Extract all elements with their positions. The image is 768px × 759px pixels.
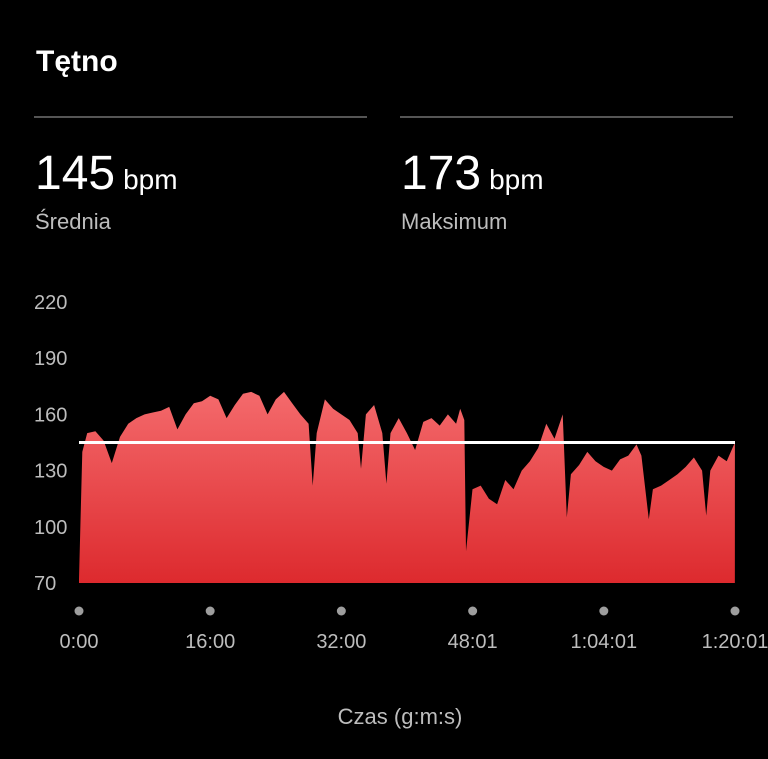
x-tick-label: 1:20:01 xyxy=(702,631,768,653)
x-tick-label: 1:04:01 xyxy=(570,631,637,653)
x-tick-label: 0:00 xyxy=(60,631,99,653)
x-tick-dot xyxy=(468,606,478,616)
x-tick-label: 32:00 xyxy=(316,631,366,653)
y-tick-label: 100 xyxy=(34,517,67,539)
x-tick-dot xyxy=(599,606,609,616)
x-tick-dot xyxy=(74,606,84,616)
y-tick-label: 160 xyxy=(34,404,67,426)
y-tick-label: 220 xyxy=(34,292,67,314)
y-tick-label: 130 xyxy=(34,461,67,483)
y-tick-label: 190 xyxy=(34,348,67,370)
page-title: Tętno xyxy=(36,45,118,78)
x-axis-label: Czas (g:m:s) xyxy=(338,704,463,729)
stat-value: 145 bpm xyxy=(35,147,178,200)
x-tick-dot xyxy=(336,606,346,616)
stat-value: 173 bpm xyxy=(401,147,544,200)
x-tick-label: 48:01 xyxy=(448,631,498,653)
stat-label: Średnia xyxy=(35,209,112,234)
y-tick-label: 70 xyxy=(34,573,56,595)
x-tick-label: 16:00 xyxy=(185,631,235,653)
stat-label: Maksimum xyxy=(401,209,507,234)
x-tick-dot xyxy=(730,606,740,616)
heart-rate-area xyxy=(79,391,735,583)
x-tick-dot xyxy=(205,606,215,616)
